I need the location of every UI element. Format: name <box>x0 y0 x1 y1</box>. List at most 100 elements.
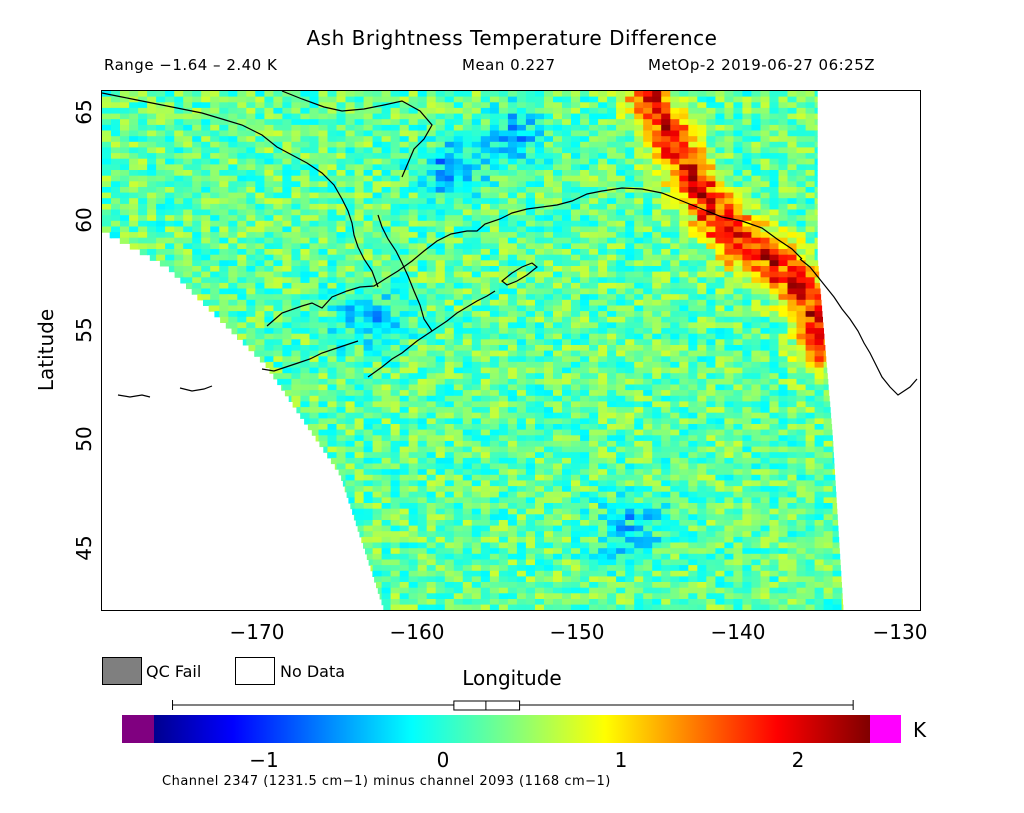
heatmap-cell <box>210 237 220 244</box>
heatmap-cell <box>679 192 689 199</box>
heatmap-cell <box>580 141 590 148</box>
heatmap-cell <box>589 424 599 431</box>
heatmap-cell <box>363 452 374 459</box>
heatmap-cell <box>345 361 356 369</box>
heatmap-cell <box>598 266 608 273</box>
heatmap-cell <box>453 277 464 284</box>
heatmap-cell <box>742 333 752 340</box>
heatmap-cell <box>507 192 518 199</box>
heatmap-cell <box>571 294 581 301</box>
heatmap-cell <box>607 209 617 216</box>
heatmap-cell <box>435 452 446 459</box>
heatmap-cell <box>102 153 112 160</box>
heatmap-cell <box>444 243 455 250</box>
heatmap-cell <box>102 113 112 120</box>
heatmap-cell <box>462 198 473 205</box>
heatmap-cell <box>553 130 563 137</box>
heatmap-cell <box>679 260 689 267</box>
heatmap-cell <box>426 469 437 476</box>
heatmap-cell <box>751 345 761 352</box>
heatmap-cell <box>562 367 572 374</box>
heatmap-cell <box>751 175 761 182</box>
heatmap-cell <box>769 424 780 431</box>
heatmap-cell <box>417 254 428 261</box>
heatmap-cell <box>138 192 148 199</box>
heatmap-cell <box>363 175 374 182</box>
heatmap-cell <box>426 429 437 436</box>
heatmap-cell <box>580 107 590 115</box>
heatmap-cell <box>760 390 771 397</box>
heatmap-cell <box>516 412 527 419</box>
heatmap-cell <box>336 175 347 182</box>
heatmap-cell <box>679 407 689 414</box>
heatmap-cell <box>192 203 202 211</box>
heatmap-cell <box>742 486 752 493</box>
heatmap-cell <box>300 124 310 132</box>
heatmap-cell <box>444 345 455 352</box>
heatmap-cell <box>805 361 816 369</box>
heatmap-cell <box>201 187 211 194</box>
heatmap-cell <box>336 305 347 312</box>
heatmap-cell <box>201 215 211 222</box>
heatmap-cell <box>507 350 518 357</box>
heatmap-cell <box>805 305 816 312</box>
heatmap-cell <box>210 153 220 160</box>
heatmap-cell <box>471 407 482 414</box>
heatmap-cell <box>345 418 356 425</box>
heatmap-cell <box>562 407 572 414</box>
heatmap-cell <box>273 266 283 273</box>
heatmap-cell <box>345 158 356 165</box>
heatmap-cell <box>724 203 734 211</box>
heatmap-cell <box>192 266 202 273</box>
heatmap-cell <box>589 158 599 165</box>
heatmap-cell <box>589 181 599 188</box>
heatmap-cell <box>345 350 356 357</box>
heatmap-cell <box>444 395 455 402</box>
heatmap-cell <box>778 328 789 335</box>
heatmap-cell <box>426 226 437 233</box>
heatmap-cell <box>516 480 527 487</box>
heatmap-cell <box>571 311 581 318</box>
heatmap-cell <box>760 260 771 267</box>
heatmap-cell <box>598 170 608 177</box>
heatmap-cell <box>751 130 761 137</box>
heatmap-cell <box>796 361 807 369</box>
heatmap-cell <box>598 181 608 188</box>
heatmap-cell <box>282 107 292 115</box>
heatmap-cell <box>291 147 301 154</box>
heatmap-cell <box>354 480 365 487</box>
heatmap-cell <box>805 384 816 391</box>
heatmap-cell <box>471 440 482 448</box>
heatmap-cell <box>435 107 446 115</box>
heatmap-cell <box>426 378 437 386</box>
heatmap-cell <box>787 96 798 103</box>
heatmap-cell <box>778 333 789 340</box>
heatmap-cell <box>282 356 292 363</box>
heatmap-cell <box>471 107 482 115</box>
heatmap-cell <box>471 192 482 199</box>
heatmap-cell <box>408 198 419 205</box>
heatmap-cell <box>255 113 265 120</box>
heatmap-cell <box>751 412 761 419</box>
heatmap-cell <box>625 311 635 318</box>
heatmap-cell <box>138 232 148 239</box>
heatmap-cell <box>165 141 175 148</box>
heatmap-cell <box>336 243 347 250</box>
heatmap-cell <box>399 181 410 188</box>
heatmap-cell <box>327 367 338 374</box>
heatmap-cell <box>210 215 220 222</box>
heatmap-cell <box>336 407 347 414</box>
heatmap-cell <box>598 232 608 239</box>
heatmap-cell <box>643 407 653 414</box>
heatmap-cell <box>516 147 527 154</box>
heatmap-cell <box>688 209 698 216</box>
heatmap-cell <box>535 452 545 459</box>
heatmap-cell <box>733 299 743 306</box>
heatmap-cell <box>607 378 617 386</box>
heatmap-cell <box>607 367 617 374</box>
heatmap-cell <box>354 339 365 346</box>
heatmap-cell <box>652 170 662 177</box>
heatmap-cell <box>336 96 347 103</box>
heatmap-cell <box>625 305 635 312</box>
heatmap-cell <box>192 282 202 290</box>
